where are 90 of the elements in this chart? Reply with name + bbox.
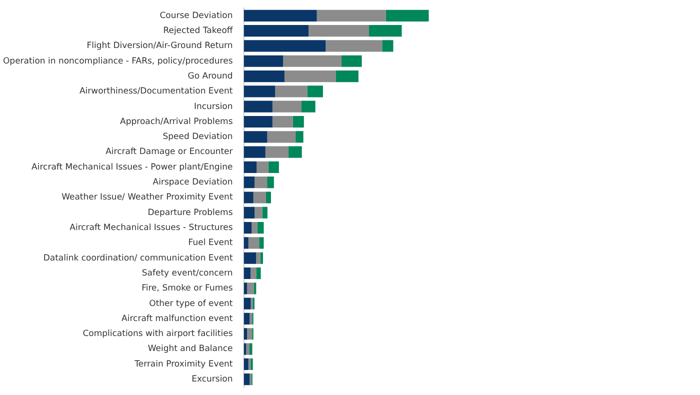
y-tick-label: Speed Deviation: [162, 132, 233, 142]
y-tick-label: Terrain Proximity Event: [134, 359, 234, 370]
bar: [244, 267, 251, 280]
bar: [257, 222, 264, 234]
bar: [244, 40, 326, 52]
bar: [250, 267, 256, 280]
bar: [244, 282, 248, 294]
bar: [247, 328, 252, 340]
bar: [296, 131, 304, 143]
y-tick-label: Rejected Takeoff: [163, 26, 234, 36]
bar: [308, 25, 370, 37]
bar: [244, 25, 309, 37]
bar: [244, 116, 272, 128]
y-tick-label: Go Around: [188, 71, 233, 82]
y-tick-label: Weight and Balance: [148, 344, 233, 354]
bar: [244, 100, 272, 112]
y-tick-label: Weather Issue/ Weather Proximity Event: [62, 192, 234, 203]
y-tick-label: Airworthiness/Documentation Event: [79, 86, 234, 97]
bar: [244, 192, 254, 204]
bar: [301, 100, 316, 112]
bar: [283, 55, 342, 67]
bar: [262, 206, 268, 218]
bar: [268, 161, 279, 173]
y-tick-label: Aircraft Damage or Encounter: [106, 147, 234, 158]
bar: [284, 70, 336, 82]
bar: [250, 343, 252, 355]
bar: [247, 282, 254, 294]
bar: [292, 116, 304, 128]
y-tick-label: Approach/Arrival Problems: [120, 116, 234, 127]
bar: [369, 25, 402, 37]
y-tick-label: Fire, Smoke or Fumes: [142, 284, 234, 294]
bar: [254, 206, 262, 218]
y-tick-label: Excursion: [192, 374, 233, 385]
bar: [256, 267, 261, 280]
bar: [244, 131, 268, 143]
bar: [307, 86, 323, 98]
bar: [244, 237, 248, 249]
bar: [253, 192, 266, 204]
bar: [382, 40, 394, 52]
bar: [244, 55, 284, 67]
bar: [341, 55, 362, 67]
bar: [244, 358, 248, 370]
y-tick-label: Incursion: [194, 102, 233, 112]
bar: [244, 161, 257, 173]
bar: [316, 10, 386, 22]
bar: [244, 374, 250, 386]
bar: [244, 222, 252, 234]
y-tick-label: Aircraft Mechanical Issues - Structures: [70, 223, 234, 234]
y-tick-label: Complications with airport facilities: [82, 329, 234, 340]
bar: [272, 116, 293, 128]
bar: [256, 161, 268, 173]
bar: [336, 70, 358, 82]
bar: [266, 192, 271, 204]
bar: [254, 176, 268, 188]
bar: [250, 312, 252, 325]
bar: [259, 237, 264, 249]
y-tick-label: Fuel Event: [188, 238, 234, 248]
y-tick-label: Airspace Deviation: [152, 178, 233, 188]
bar: [267, 131, 296, 143]
y-tick-label: Aircraft malfunction event: [122, 314, 234, 324]
bar: [244, 312, 250, 325]
bar: [246, 343, 250, 355]
bar: [275, 86, 308, 98]
bar: [260, 252, 264, 264]
y-tick-label: Other type of event: [149, 298, 234, 309]
y-tick-label: Departure Problems: [148, 208, 234, 218]
y-tick-label: Safety event/concern: [142, 268, 233, 278]
bar: [244, 146, 266, 158]
bar: [386, 10, 429, 22]
bar: [288, 146, 302, 158]
y-tick-label: Datalink coordination/ communication Event: [43, 253, 234, 264]
bar: [244, 252, 256, 264]
bar: [248, 237, 260, 249]
bar: [265, 146, 289, 158]
bar: [244, 10, 317, 22]
bar: [244, 86, 276, 98]
bar: [252, 222, 258, 234]
y-tick-label: Flight Diversion/Air-Ground Return: [86, 41, 233, 52]
bar: [244, 328, 248, 340]
bar: [272, 100, 302, 112]
bar: [244, 176, 255, 188]
y-tick-label: Course Deviation: [160, 10, 233, 21]
y-tick-label: Operation in noncompliance - FARs, policy/procedures: [2, 56, 234, 66]
bar: [244, 298, 251, 310]
bar: [267, 176, 274, 188]
bar: [244, 206, 255, 218]
bar: [244, 70, 284, 82]
y-tick-label: Aircraft Mechanical Issues - Power plant/Engine: [32, 162, 233, 172]
bar: [326, 40, 382, 52]
bar: [256, 252, 260, 264]
